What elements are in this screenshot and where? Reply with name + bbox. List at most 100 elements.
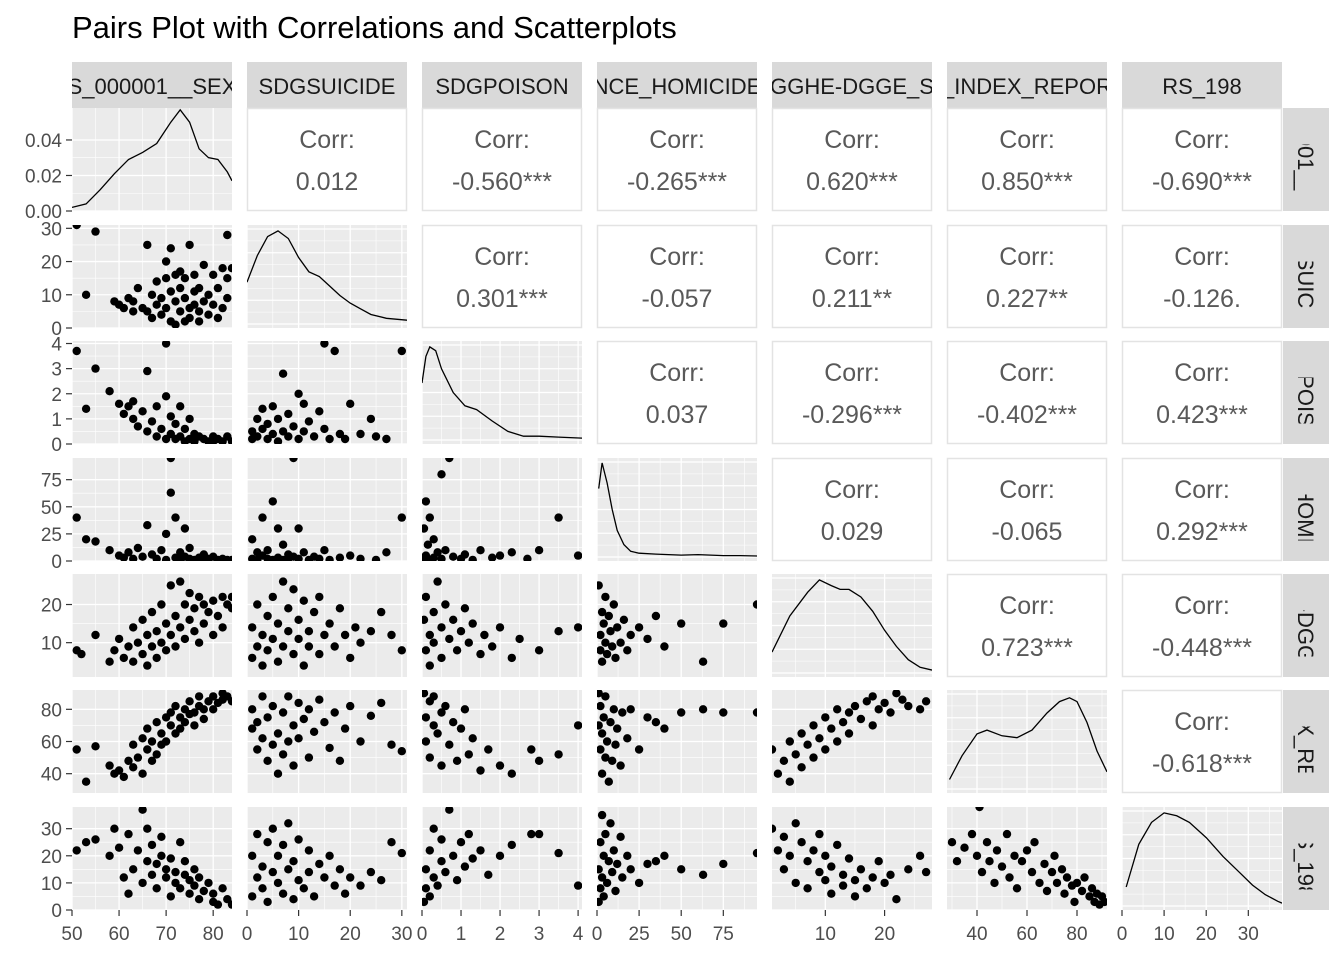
column-strip: _INDEX_REPOR <box>947 62 1107 108</box>
scatter-point <box>507 769 516 778</box>
scatter-point <box>429 607 438 617</box>
corr-value: 0.850*** <box>981 168 1073 196</box>
panel-bg <box>247 458 407 561</box>
scatter-point <box>263 611 272 621</box>
scatter-point <box>468 854 477 863</box>
scatter-point <box>597 729 607 738</box>
scatter-point <box>133 283 143 293</box>
scatter-point <box>611 886 620 896</box>
scatter-point <box>643 859 652 869</box>
scatter-point <box>422 592 431 602</box>
scatter-point <box>147 756 157 765</box>
corr-panel-bg <box>421 224 583 329</box>
scatter-point <box>209 630 218 640</box>
scatter-point <box>91 742 100 751</box>
scatter-point <box>468 619 477 628</box>
x-tick-label: 60 <box>1016 924 1037 945</box>
scatter-point <box>304 867 314 877</box>
corr-panel-bg <box>596 107 758 212</box>
scatter-point <box>623 646 632 655</box>
corr-value: -0.126. <box>1163 285 1241 313</box>
scatter-point <box>253 600 262 609</box>
scatter-point <box>289 458 298 463</box>
scatter-point <box>330 708 339 717</box>
scatter-point <box>611 740 620 749</box>
scatter-point <box>289 895 298 904</box>
scatter-point <box>677 708 686 717</box>
scatter-point <box>449 851 458 860</box>
corr-panel-bg <box>1121 457 1283 562</box>
scatter-point <box>791 878 800 888</box>
corr-label: Corr: <box>999 126 1055 154</box>
scatter-point <box>119 873 128 882</box>
scatter-point <box>209 300 218 309</box>
y-tick-label: 10 <box>41 286 62 307</box>
scatter-point <box>171 320 180 328</box>
scatter-point <box>180 293 190 303</box>
scatter-point <box>698 657 708 666</box>
row-strip: DGSUICID <box>1283 225 1329 328</box>
scatter-point <box>611 653 620 663</box>
scatter-point <box>527 829 536 839</box>
scatter-point <box>815 734 824 743</box>
corr-value: 0.037 <box>646 401 709 429</box>
column-strip-bg <box>947 62 1107 108</box>
scatter-point <box>185 588 194 598</box>
scatter-point <box>171 878 180 888</box>
y-tick-label: 4 <box>51 335 62 356</box>
scatter-point <box>278 708 288 717</box>
scatter-point <box>143 521 152 530</box>
scatter-point <box>119 653 128 663</box>
scatter-point <box>152 718 161 727</box>
scatter-point <box>377 698 386 708</box>
scatter-point <box>143 824 152 833</box>
scatter-point <box>464 829 473 839</box>
scatter-point <box>975 807 984 812</box>
corr-value: -0.265*** <box>627 168 727 196</box>
scatter-point <box>844 729 854 738</box>
scatter-point <box>157 729 166 738</box>
x-tick-label: 50 <box>671 924 692 945</box>
scatter-point <box>258 661 267 670</box>
scatter-point <box>613 724 622 733</box>
corr-label: Corr: <box>474 243 530 271</box>
y-tick-label: 40 <box>41 765 62 786</box>
scatter-point <box>284 432 293 441</box>
scatter-point <box>785 777 794 786</box>
scatter-point <box>460 550 470 559</box>
scatter-point <box>886 708 895 717</box>
scatter-point <box>833 840 842 850</box>
panel <box>596 458 757 561</box>
scatter-point <box>527 745 536 754</box>
scatter-point <box>886 870 895 879</box>
scatter-point <box>190 604 199 613</box>
scatter-point <box>161 737 171 746</box>
scatter-point <box>880 698 889 708</box>
scatter-point <box>476 766 485 775</box>
scatter-point <box>147 313 157 323</box>
corr-label: Corr: <box>299 126 355 154</box>
scatter-point <box>284 627 293 636</box>
scatter-point <box>278 427 288 436</box>
scatter-point <box>719 859 728 869</box>
corr-value: -0.296*** <box>802 401 902 429</box>
scatter-point <box>119 772 128 782</box>
scatter-point <box>604 777 613 786</box>
scatter-point <box>263 546 272 555</box>
scatter-point <box>161 341 171 348</box>
scatter-point <box>299 714 308 724</box>
panel <box>71 574 232 677</box>
panel <box>246 690 407 793</box>
scatter-point <box>204 878 213 888</box>
scatter-point <box>534 829 544 839</box>
scatter-point <box>602 878 612 888</box>
scatter-point <box>190 721 199 730</box>
scatter-point <box>452 646 462 655</box>
panel <box>1121 807 1282 910</box>
scatter-point <box>268 867 277 877</box>
scatter-point <box>273 769 283 778</box>
scatter-point <box>397 747 406 756</box>
scatter-point <box>397 513 406 522</box>
scatter-point <box>129 763 138 772</box>
scatter-point <box>985 857 994 866</box>
